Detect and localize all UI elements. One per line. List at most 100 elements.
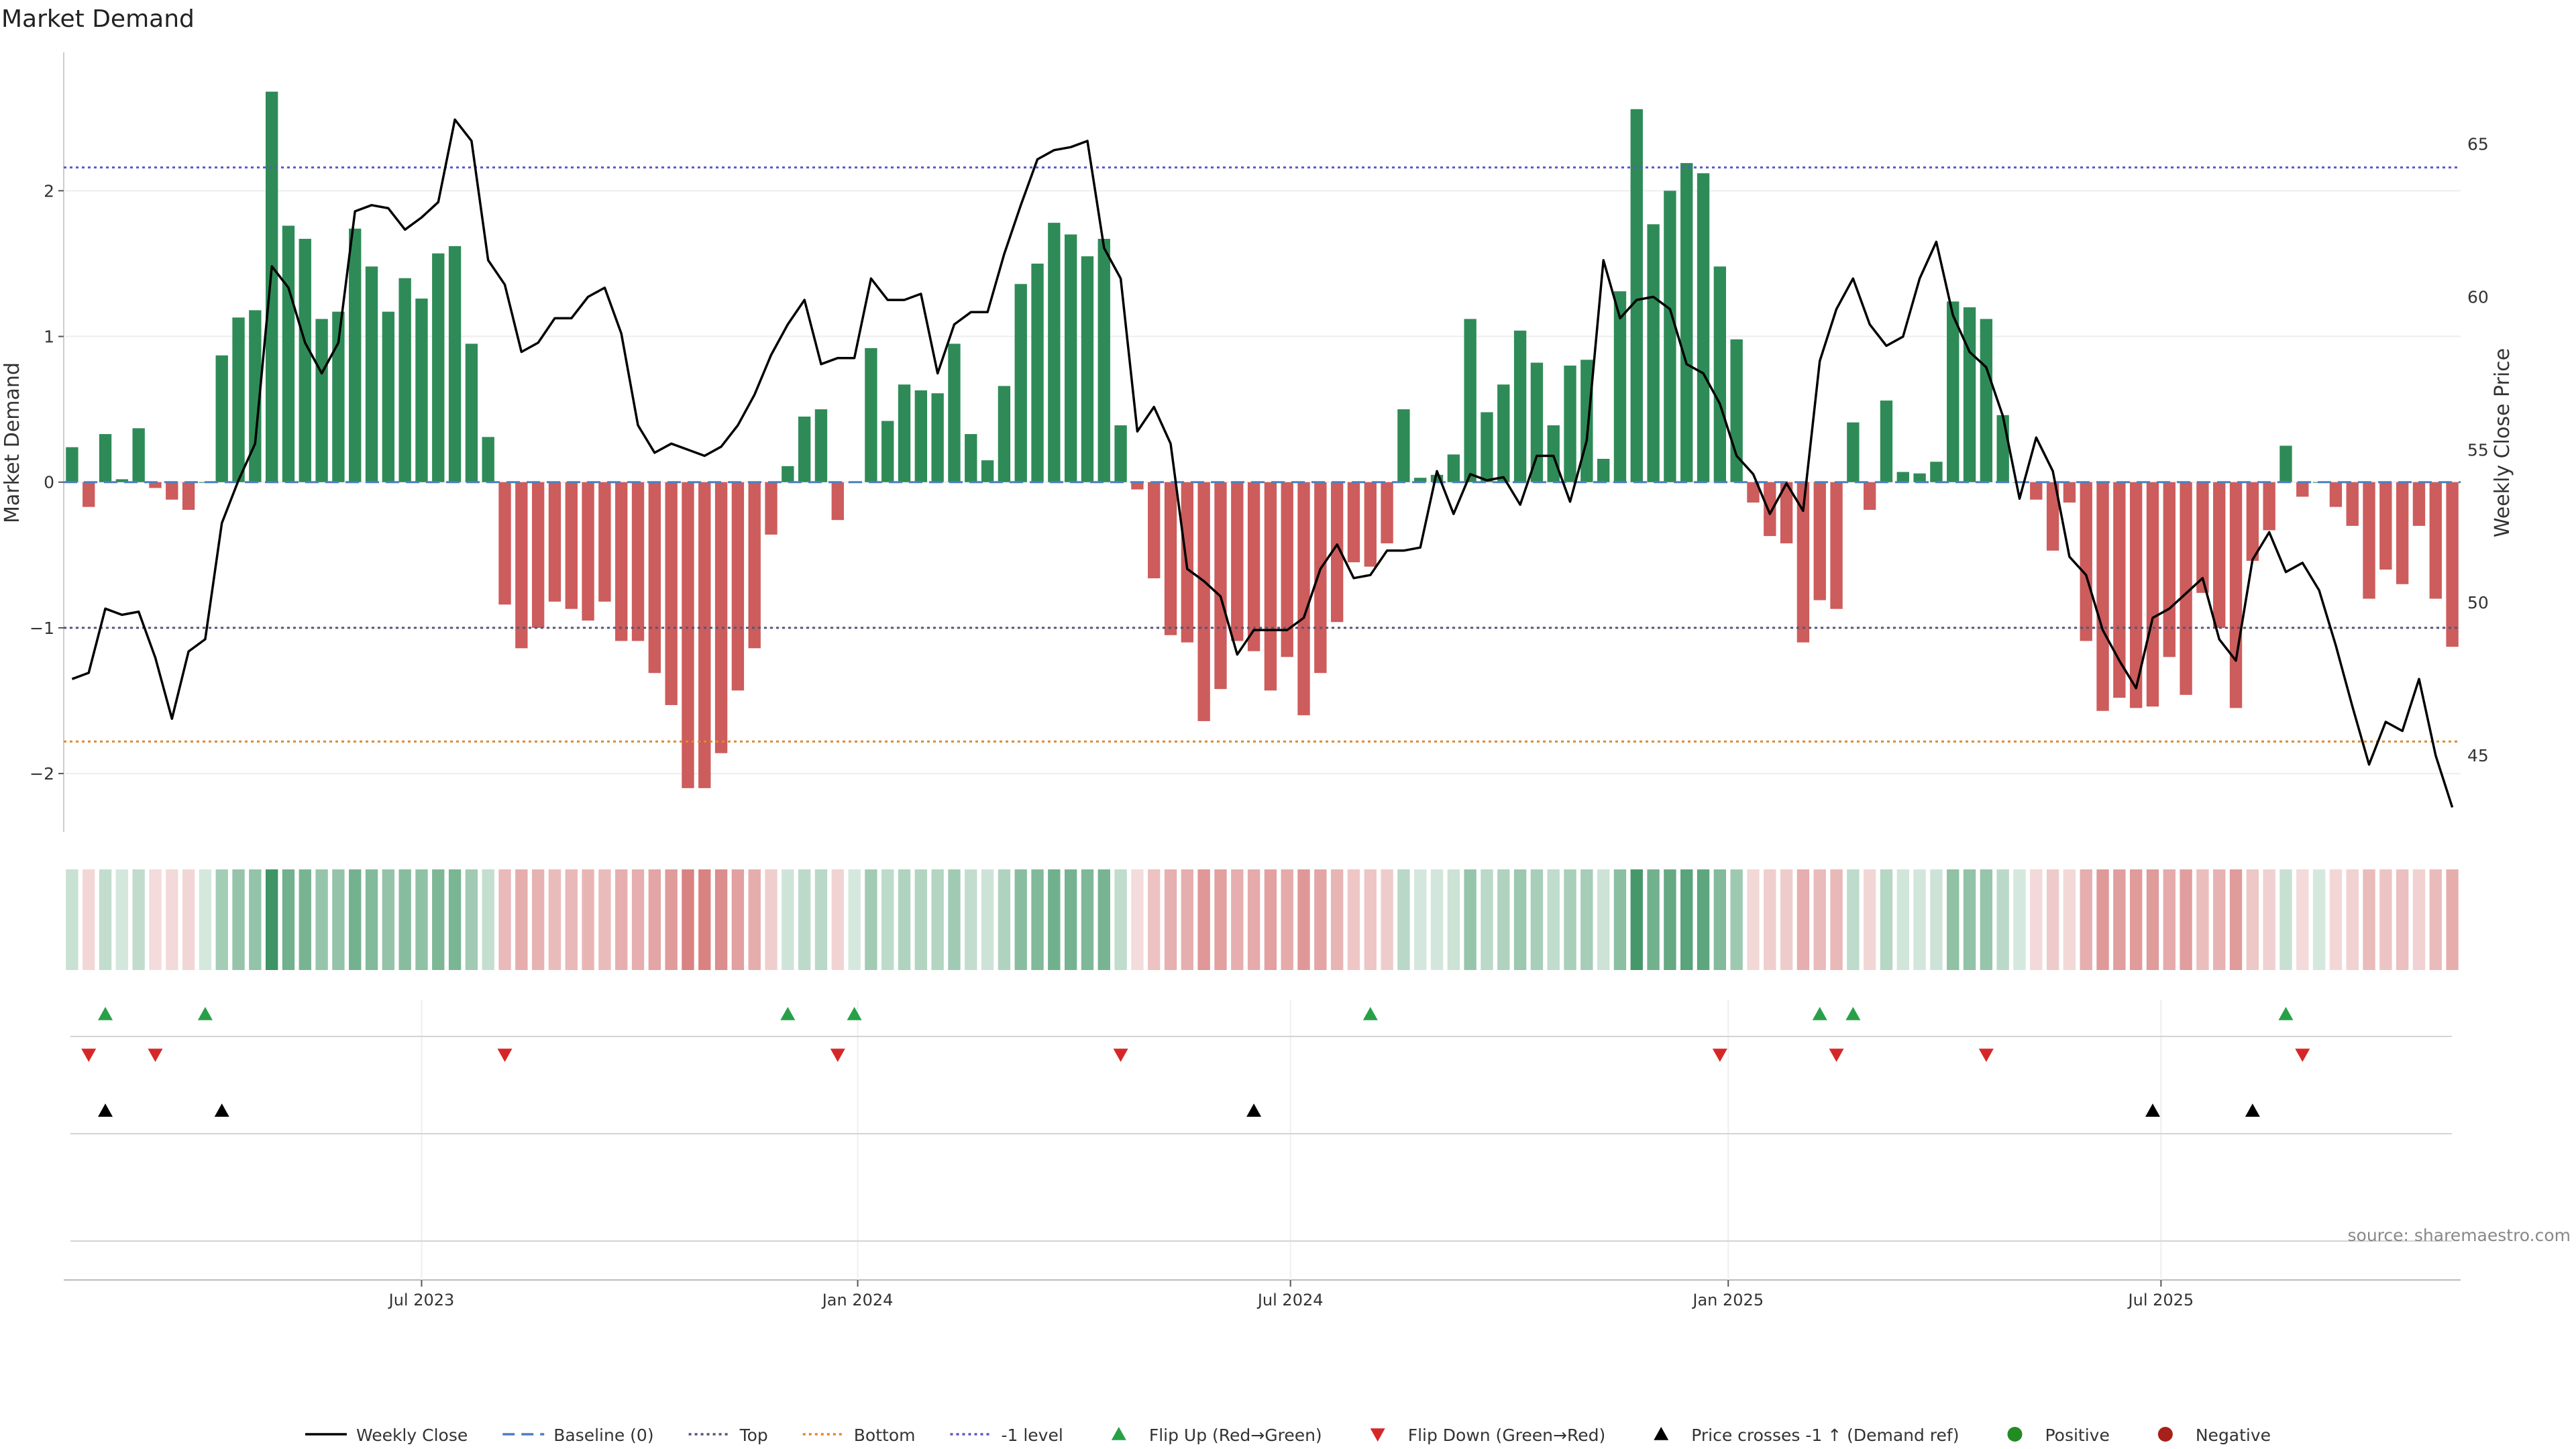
heat-cell	[498, 869, 511, 970]
demand-bar	[1680, 163, 1693, 482]
demand-bar	[1796, 482, 1810, 643]
heat-cell	[1247, 869, 1260, 970]
demand-bar	[215, 355, 228, 482]
heat-cell	[182, 869, 195, 970]
demand-bar	[1281, 482, 1293, 657]
demand-bar	[931, 393, 944, 482]
heat-cell	[598, 869, 611, 970]
demand-bar	[648, 482, 661, 674]
heat-cell	[2263, 869, 2275, 970]
weekly-close-line	[71, 118, 2454, 808]
heat-cell	[448, 869, 462, 970]
flip-down-marker	[830, 1049, 845, 1062]
heat-cell	[1048, 869, 1061, 970]
demand-bar	[1014, 284, 1027, 482]
heat-cell	[1264, 869, 1277, 970]
legend-icon-dot-green	[2007, 1427, 2023, 1442]
price-cross-marker	[214, 1104, 229, 1117]
heat-cell	[1114, 869, 1127, 970]
demand-bar	[115, 479, 129, 482]
legend: Weekly Close Baseline (0) Top Bottom -1 leve…	[305, 1426, 2271, 1445]
y-tick-label-left: 0	[44, 473, 54, 492]
price-cross-marker	[2145, 1104, 2160, 1117]
demand-bar	[1430, 474, 1444, 482]
heat-cell	[1031, 869, 1044, 970]
demand-bar	[1481, 412, 1493, 482]
flip-up-marker	[2278, 1007, 2294, 1020]
demand-bar	[83, 482, 95, 507]
heat-cell	[2180, 869, 2192, 970]
heat-cell	[1397, 869, 1410, 970]
y-tick-label-left: −1	[30, 619, 54, 638]
heat-cell	[848, 869, 861, 970]
heat-cell	[349, 869, 362, 970]
heat-cell	[2296, 869, 2309, 970]
demand-bar	[1996, 415, 2009, 482]
heat-cell	[1314, 869, 1327, 970]
demand-bar	[2296, 482, 2309, 497]
heat-cell	[782, 869, 794, 970]
demand-bar	[315, 319, 328, 482]
heat-cell	[2379, 869, 2392, 970]
demand-bar	[582, 482, 594, 621]
heat-cell	[1847, 869, 1860, 970]
heat-cell	[1164, 869, 1177, 970]
demand-bar	[1547, 425, 1560, 482]
demand-bar	[1447, 454, 1460, 482]
legend-label: Negative	[2196, 1426, 2271, 1445]
y-tick-label-left: 1	[44, 327, 54, 347]
heat-cell	[1330, 869, 1344, 970]
demand-bar	[1314, 482, 1327, 674]
flip-up-marker	[1812, 1007, 1827, 1020]
demand-bar	[332, 311, 345, 482]
heat-cell	[998, 869, 1011, 970]
demand-bar	[1148, 482, 1161, 579]
flip-up-marker	[1362, 1007, 1378, 1020]
heat-cell	[265, 869, 278, 970]
demand-bar	[914, 390, 928, 482]
legend-label: Bottom	[854, 1426, 916, 1445]
demand-bar	[1630, 109, 1643, 482]
heat-cell	[315, 869, 328, 970]
demand-bar	[1231, 482, 1244, 641]
x-tick-label: Jan 2025	[1691, 1291, 1764, 1309]
heat-cell	[714, 869, 728, 970]
heat-cell	[1564, 869, 1576, 970]
y-tick-label-right: 50	[2467, 593, 2489, 612]
demand-bar	[1780, 482, 1793, 543]
heat-cell	[382, 869, 395, 970]
weekly-close-series	[71, 118, 2454, 808]
heat-cell	[1530, 869, 1544, 970]
demand-bar	[432, 253, 445, 482]
heat-cell	[931, 869, 944, 970]
legend-label: Flip Up (Red→Green)	[1149, 1426, 1322, 1445]
y-axis-label-left: Market Demand	[1, 362, 24, 523]
demand-bar	[1963, 307, 1976, 482]
heat-cell	[2312, 869, 2326, 970]
legend-label: Weekly Close	[356, 1426, 468, 1445]
heat-cell	[332, 869, 345, 970]
demand-bar	[1613, 291, 1627, 482]
demand-bar	[1131, 482, 1144, 490]
heat-cell	[565, 869, 578, 970]
heat-cell	[865, 869, 877, 970]
heat-cell	[1980, 869, 1993, 970]
flip-down-marker	[148, 1049, 163, 1062]
demand-bar	[682, 482, 694, 788]
source-label: source: sharemaestro.com	[2348, 1226, 2571, 1245]
reference-lines	[64, 166, 2461, 743]
demand-bar	[814, 409, 828, 482]
demand-bar	[1880, 400, 1893, 482]
heat-cell	[83, 869, 95, 970]
demand-bar	[1747, 482, 1760, 503]
demand-bar	[232, 317, 245, 482]
heat-cell	[1148, 869, 1161, 970]
heat-cell	[215, 869, 228, 970]
heat-cell	[1764, 869, 1776, 970]
heat-cell	[99, 869, 112, 970]
heat-cell	[2030, 869, 2043, 970]
heat-cell	[2146, 869, 2159, 970]
demand-bar	[1896, 472, 1909, 482]
flip-up-marker	[780, 1007, 796, 1020]
